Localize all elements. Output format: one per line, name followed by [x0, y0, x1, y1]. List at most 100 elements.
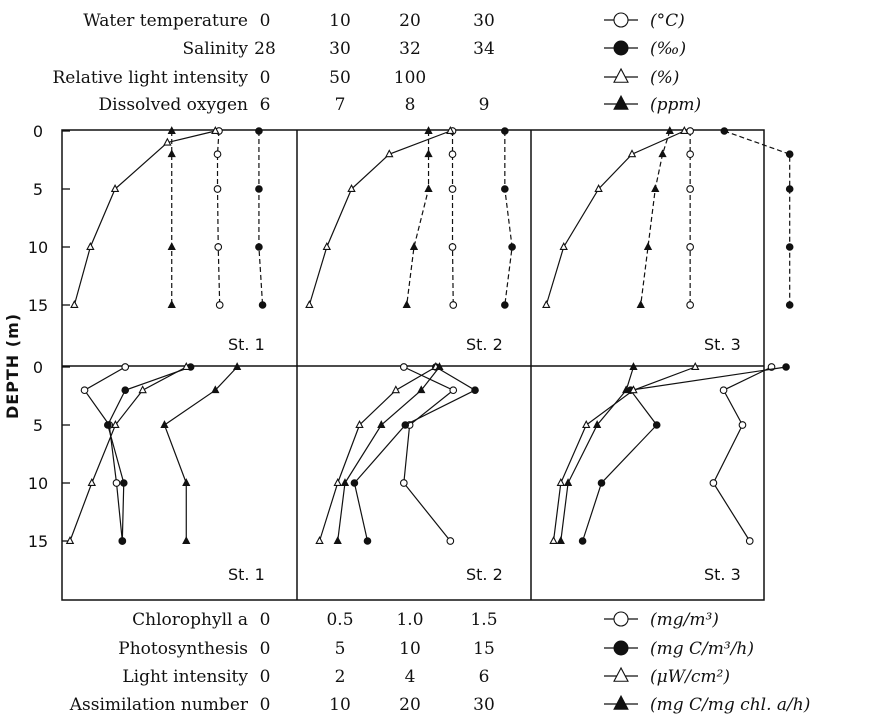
scale-tick-label: 6	[479, 667, 490, 687]
data-point-open-triangle	[582, 420, 591, 429]
data-point-filled-triangle	[629, 362, 638, 370]
scale-unit: (mg C/mg chl. a/h)	[650, 695, 810, 715]
scale-unit: (‰)	[650, 39, 686, 59]
station-labels: St. 1 St. 2 St. 3 St. 1 St. 2 St. 3	[228, 335, 741, 584]
depth-tick-label-top: 15	[28, 296, 48, 315]
depth-axis: 0 0 5 5 10 10 15 15	[28, 122, 70, 551]
data-point-filled-circle	[350, 479, 359, 487]
data-point-open-triangle	[556, 478, 566, 487]
data-point-filled-triangle	[424, 149, 433, 158]
depth-tick-label-top: 0	[33, 122, 43, 141]
panel-top-3	[542, 126, 794, 309]
scale-tick-label: 32	[399, 39, 421, 59]
scale-label: Chlorophyll a	[132, 610, 248, 630]
data-point-open-triangle	[110, 184, 120, 193]
data-point-filled-circle	[501, 301, 509, 309]
scale-tick-label: 0	[260, 695, 271, 715]
scale-tick-label: 0	[260, 667, 271, 687]
outer-frame	[61, 129, 765, 601]
scale-tick-label: 10	[329, 695, 351, 715]
data-point-open-triangle	[163, 137, 172, 146]
data-point-open-circle	[215, 301, 224, 309]
depth-tick-label-bottom: 10	[28, 474, 48, 493]
scale-label: Salinity	[183, 39, 249, 59]
scale-label: Water temperature	[83, 11, 248, 31]
scale-tick-label: 9	[479, 95, 490, 115]
data-point-open-triangle	[542, 300, 551, 309]
bottom-scale-legend: Chlorophyll a 0 0.5 1.0 1.5 (mg/m³) Photosynth…	[69, 610, 811, 715]
data-point-open-triangle	[333, 478, 342, 487]
data-point-filled-circle	[578, 537, 587, 545]
data-point-open-triangle	[211, 126, 220, 135]
depth-tick-label-bottom: 0	[33, 358, 43, 377]
data-point-open-circle	[80, 386, 89, 395]
data-point-open-triangle	[347, 184, 356, 193]
data-point-filled-circle	[785, 185, 794, 193]
data-point-open-triangle	[385, 149, 394, 158]
data-point-open-circle	[399, 479, 408, 487]
data-point-open-triangle	[315, 536, 324, 545]
series-line	[504, 131, 513, 306]
scale-tick-label: 0	[260, 68, 271, 88]
data-point-open-circle	[448, 150, 457, 159]
data-point-filled-circle	[121, 386, 130, 395]
data-point-filled-triangle	[233, 362, 242, 370]
data-point-open-triangle	[87, 478, 97, 487]
series-line	[69, 366, 187, 542]
data-point-filled-triangle	[333, 536, 342, 544]
data-point-open-circle	[214, 243, 223, 251]
scale-tick-label: 0.5	[326, 610, 353, 630]
station-label-bottom-3: St. 3	[704, 565, 741, 584]
data-point-filled-triangle	[636, 300, 645, 308]
data-point-open-circle	[686, 185, 694, 193]
scale-unit: (μW/cm²)	[650, 667, 730, 687]
data-point-filled-circle	[258, 301, 267, 309]
panel-top-1	[70, 126, 267, 309]
data-point-filled-circle	[508, 243, 516, 251]
data-point-open-circle	[213, 185, 222, 193]
scale-tick-label: 50	[329, 68, 351, 88]
station-label-top-3: St. 3	[704, 335, 741, 354]
data-point-filled-triangle	[182, 536, 191, 544]
data-point-open-circle	[448, 185, 457, 193]
data-point-open-triangle	[305, 300, 314, 309]
scale-tick-label: 15	[473, 639, 495, 659]
data-point-open-triangle	[65, 536, 75, 545]
depth-tick-label-top: 10	[28, 238, 48, 257]
data-point-filled-triangle	[182, 478, 191, 486]
scale-tick-label: 20	[399, 11, 421, 31]
plot-frames	[61, 129, 765, 601]
data-point-open-triangle	[446, 126, 455, 135]
scale-label: Assimilation number	[69, 695, 249, 715]
data-point-filled-circle	[471, 386, 479, 395]
data-point-filled-triangle	[377, 420, 386, 428]
data-point-filled-triangle	[417, 385, 426, 394]
series-line	[163, 366, 238, 541]
panel-top-2	[305, 126, 516, 309]
scale-unit: (mg/m³)	[650, 610, 719, 630]
data-point-filled-triangle	[424, 126, 433, 134]
panel-bottom-1	[65, 362, 242, 545]
legend-marker-filled-triangle-icon	[613, 94, 629, 110]
data-point-open-triangle	[549, 536, 558, 545]
data-point-filled-triangle	[409, 242, 419, 250]
scale-tick-label: 30	[329, 39, 351, 59]
scale-unit: (°C)	[650, 11, 685, 31]
scale-label: Dissolved oxygen	[99, 95, 249, 115]
data-point-filled-triangle	[167, 242, 176, 250]
data-point-filled-triangle	[435, 362, 444, 370]
data-point-open-triangle	[138, 385, 147, 394]
data-point-filled-circle	[501, 127, 509, 135]
scale-tick-label: 0	[260, 610, 271, 630]
series-line	[258, 131, 264, 306]
scale-unit: (ppm)	[650, 95, 701, 115]
panel-bottom-3	[549, 362, 790, 545]
data-point-filled-circle	[501, 185, 509, 193]
series-line	[73, 130, 216, 306]
data-point-filled-triangle	[167, 126, 176, 134]
data-point-open-circle	[448, 243, 457, 251]
data-point-filled-circle	[785, 243, 794, 251]
data-point-open-triangle	[322, 242, 332, 251]
data-point-filled-triangle	[167, 149, 176, 158]
